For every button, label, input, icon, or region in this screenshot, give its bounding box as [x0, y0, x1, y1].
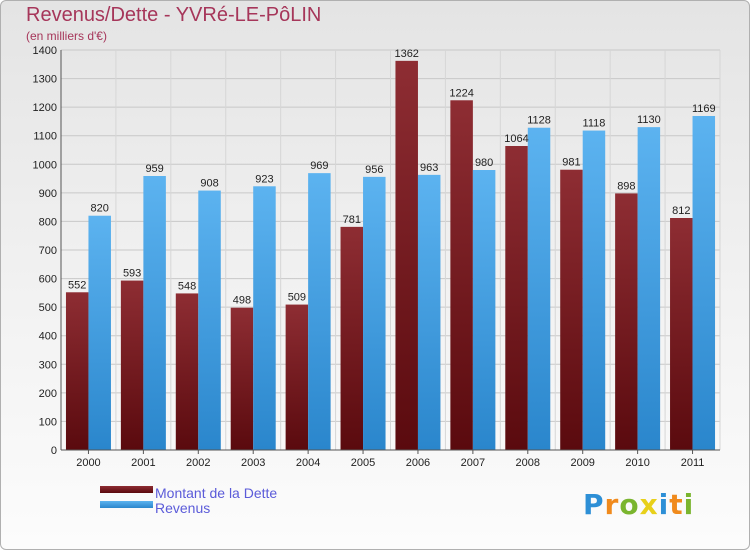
data-label-dette: 593	[123, 268, 141, 280]
y-tick-label: 100	[39, 416, 57, 428]
y-tick-label: 700	[39, 245, 57, 257]
data-label-revenus: 1118	[583, 118, 606, 130]
bar-chart: 0 100 200 300 400 500 600 700 800 900 1000 1100 1200…	[33, 45, 721, 469]
y-tick-label: 1000	[33, 159, 57, 171]
logo-letter: r	[604, 488, 620, 521]
data-label-dette: 548	[178, 280, 196, 292]
axes	[60, 50, 720, 454]
logo-letter: x	[639, 488, 659, 521]
y-tick-label: 500	[39, 302, 57, 314]
logo-letter: i	[683, 488, 695, 521]
data-label-revenus: 1169	[692, 103, 716, 115]
y-tick-label: 1200	[33, 102, 57, 114]
data-label-revenus: 820	[91, 203, 109, 215]
bar-dette	[175, 293, 199, 450]
logo-letter: P	[583, 488, 605, 521]
proxiti-logo: Proxiti	[583, 488, 694, 521]
data-label-dette: 552	[68, 279, 86, 291]
y-tick-label: 0	[51, 445, 57, 457]
bar-revenus	[582, 130, 606, 451]
bar-revenus	[637, 127, 661, 451]
data-label-dette: 498	[233, 295, 251, 307]
bar-revenus	[472, 170, 496, 450]
bar-revenus	[198, 190, 221, 451]
bar-revenus	[88, 215, 111, 450]
bar-dette	[340, 226, 364, 450]
data-label-revenus: 923	[255, 173, 273, 185]
x-tick-label: 2007	[461, 457, 485, 469]
bar-dette	[450, 100, 473, 451]
bar-revenus	[253, 186, 276, 451]
bar-dette	[230, 307, 254, 450]
bar-revenus	[692, 116, 716, 450]
logo-letter: t	[669, 488, 684, 521]
x-tick-label: 2009	[570, 457, 594, 469]
y-tick-label: 1100	[33, 131, 57, 143]
y-tick-label: 600	[39, 274, 57, 286]
x-tick-label: 2005	[351, 457, 375, 469]
bar-dette	[395, 60, 418, 450]
bar-dette	[505, 146, 528, 450]
data-label-revenus: 963	[420, 162, 438, 174]
data-label-revenus: 1128	[527, 115, 551, 127]
x-tick-label: 2008	[516, 457, 540, 469]
bar-revenus	[527, 127, 551, 450]
legend-swatch-revenus	[100, 501, 153, 508]
data-label-dette: 981	[562, 157, 580, 169]
data-label-revenus: 908	[200, 178, 218, 190]
data-label-revenus: 1130	[637, 114, 661, 126]
data-label-revenus: 980	[475, 157, 493, 169]
bar-group	[65, 60, 716, 451]
bar-dette	[615, 193, 638, 450]
y-tick-label: 900	[39, 188, 57, 200]
data-label-revenus: 956	[365, 164, 383, 176]
legend-swatch-debt	[100, 486, 153, 493]
bar-dette	[670, 218, 693, 450]
data-label-dette: 509	[288, 292, 306, 304]
legend-label-revenus: Revenus	[155, 500, 211, 516]
data-label-dette: 812	[672, 205, 690, 217]
data-label-dette: 1064	[504, 133, 528, 145]
bar-revenus	[308, 173, 331, 450]
x-tick-label: 2004	[296, 457, 320, 469]
y-tick-label: 400	[39, 331, 57, 343]
bar-revenus	[363, 176, 386, 450]
x-tick-label: 2001	[131, 457, 155, 469]
data-label-dette: 1362	[394, 48, 418, 60]
bar-dette	[285, 304, 309, 450]
legend-label-debt: Montant de la Dette	[155, 485, 278, 501]
x-tick-label: 2002	[186, 457, 210, 469]
bar-dette	[65, 292, 89, 450]
chart-subtitle: (en milliers d'€)	[26, 29, 107, 43]
y-tick-label: 300	[39, 359, 57, 371]
bar-dette	[120, 280, 144, 450]
data-label-dette: 781	[343, 214, 361, 226]
bar-revenus	[417, 174, 441, 450]
tick-labels: 0 100 200 300 400 500 600 700 800 900 1000 1100 1200…	[33, 45, 716, 469]
data-label-revenus: 969	[310, 160, 328, 172]
logo-letter: i	[658, 488, 670, 521]
y-tick-label: 200	[39, 388, 57, 400]
bar-dette	[560, 169, 583, 450]
bar-revenus	[143, 176, 166, 450]
x-tick-label: 2011	[681, 457, 705, 469]
logo-letter: o	[619, 488, 640, 521]
y-tick-label: 1300	[33, 74, 57, 86]
data-label-dette: 1224	[449, 87, 473, 99]
data-label-dette: 898	[617, 180, 635, 192]
x-tick-label: 2010	[625, 457, 649, 469]
y-tick-label: 800	[39, 216, 57, 228]
chart-title: Revenus/Dette - YVRé-LE-PôLIN	[26, 4, 322, 26]
x-tick-label: 2003	[241, 457, 265, 469]
x-tick-label: 2006	[406, 457, 430, 469]
data-label-revenus: 959	[145, 163, 163, 175]
x-tick-label: 2000	[76, 457, 100, 469]
y-tick-label: 1400	[33, 45, 57, 57]
